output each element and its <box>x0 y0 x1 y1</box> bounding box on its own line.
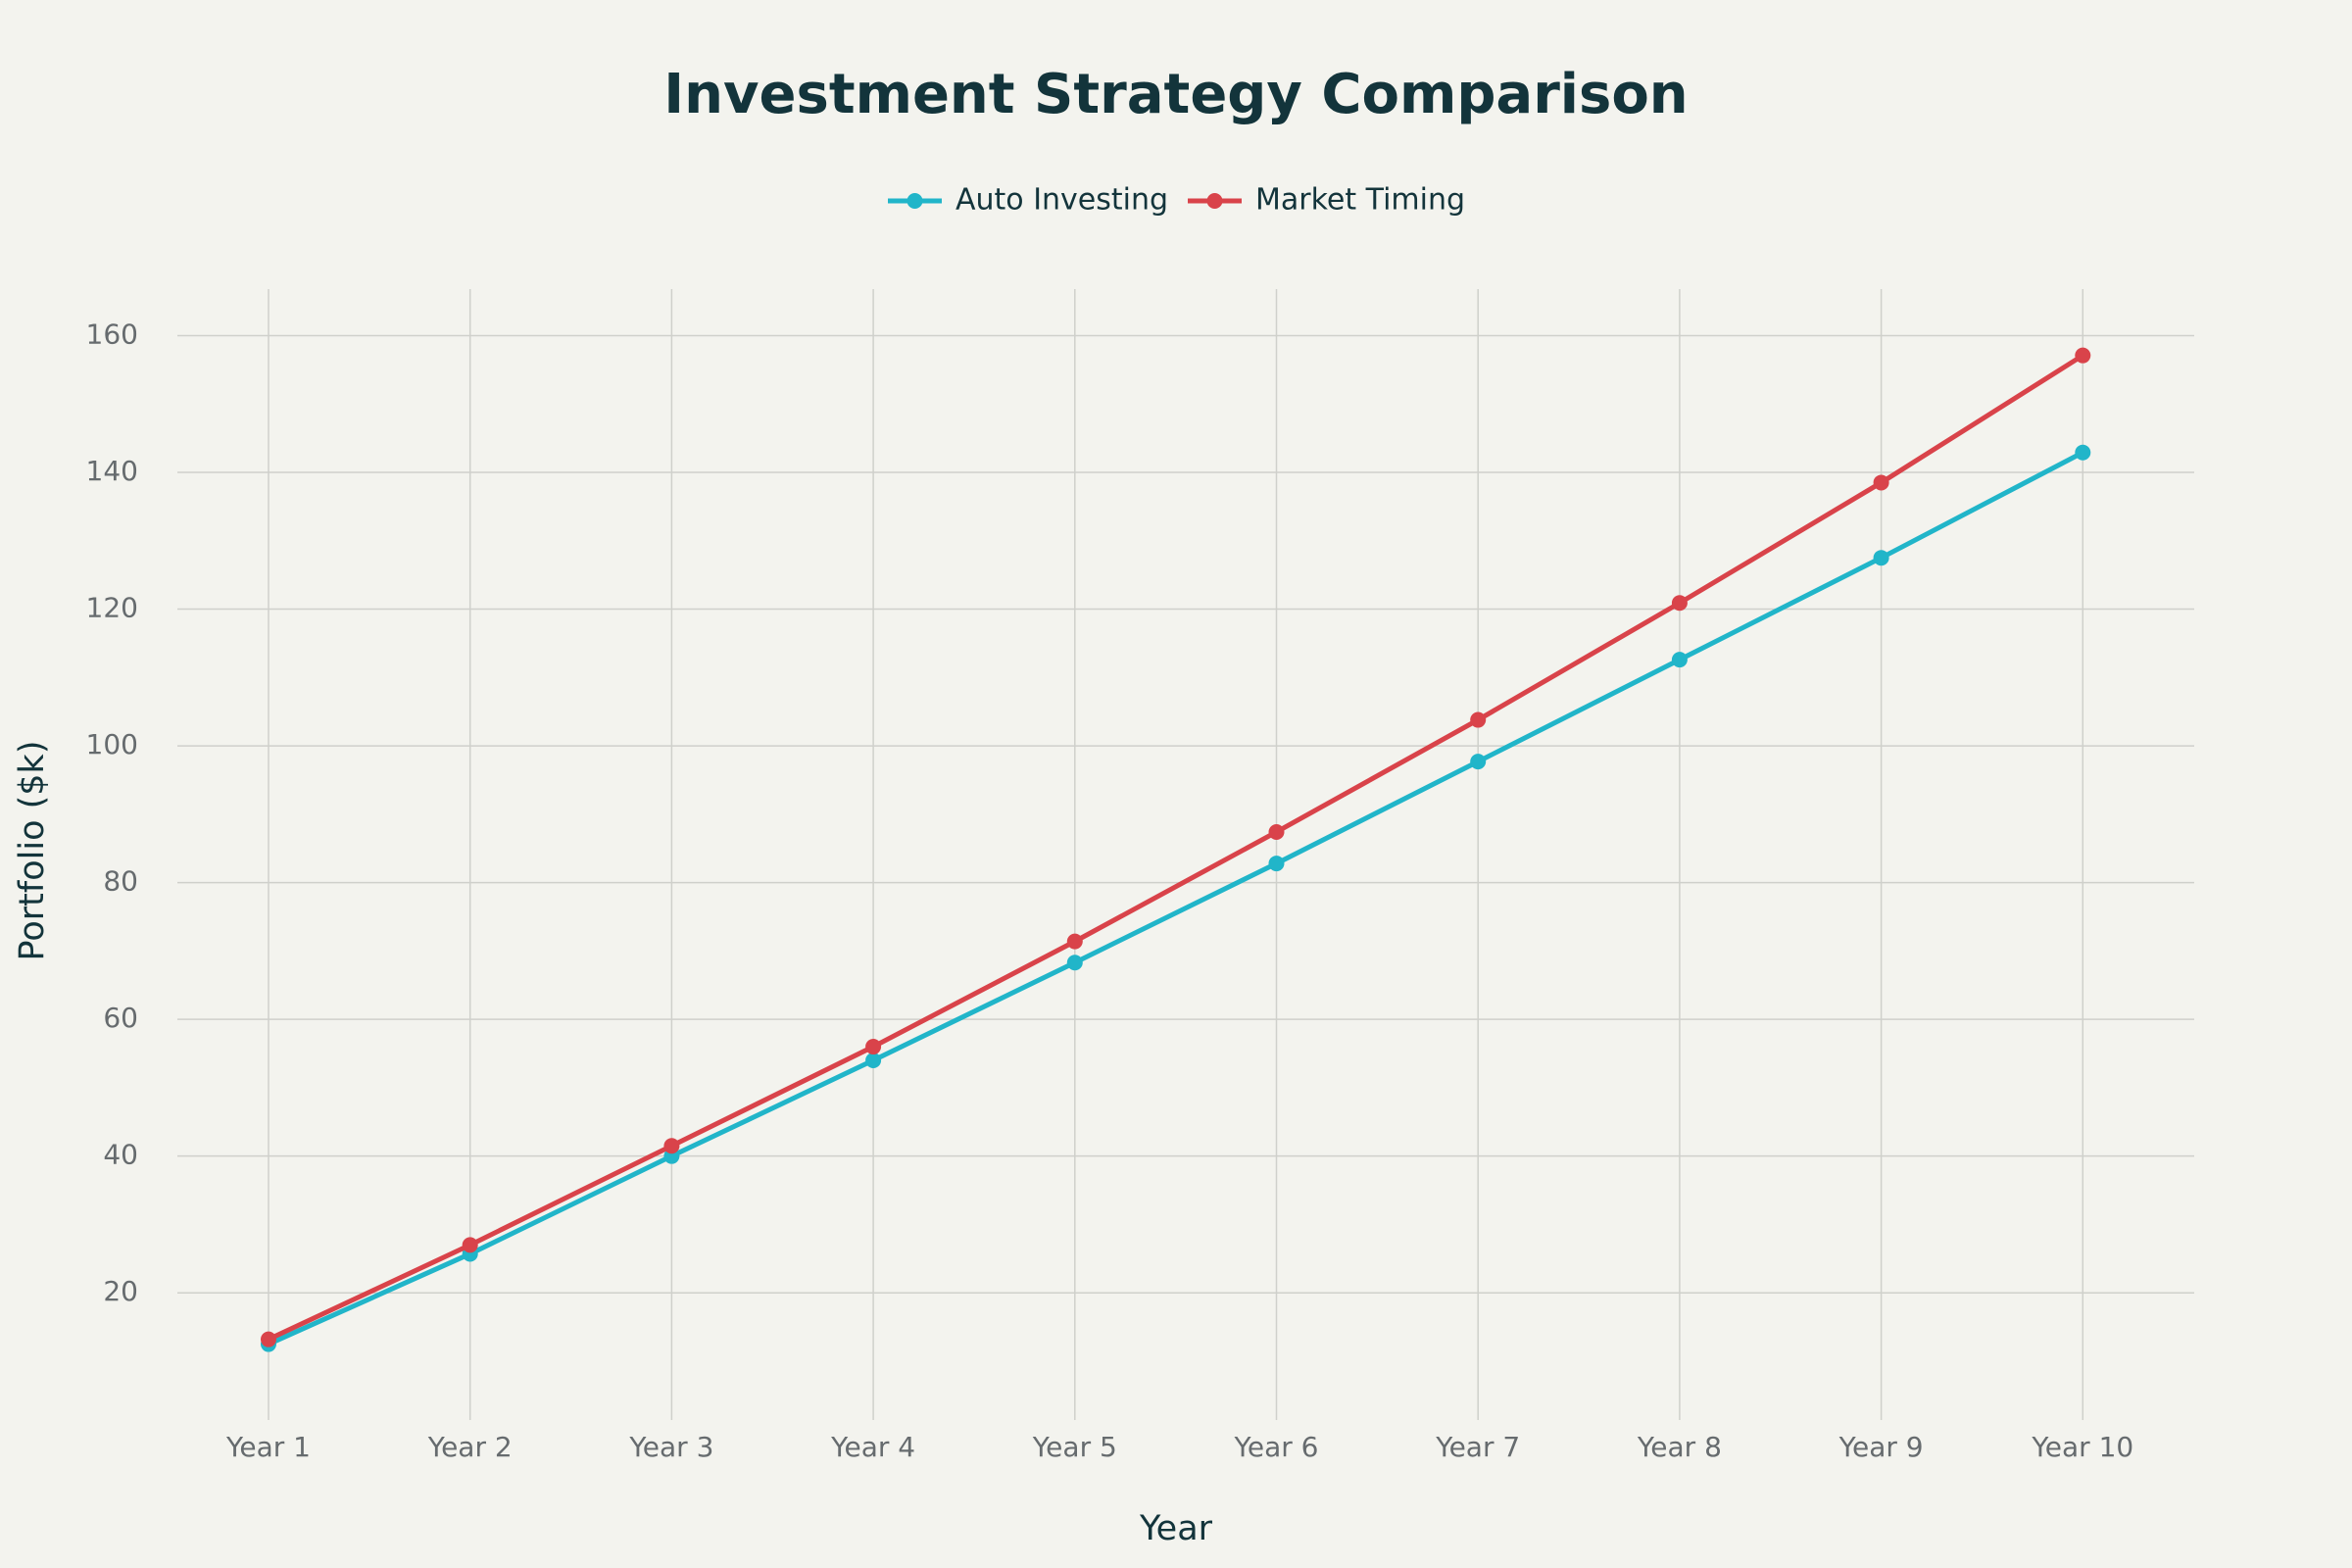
data-point <box>1066 933 1083 950</box>
data-point <box>1671 652 1688 668</box>
data-point <box>1873 474 1889 491</box>
y-tick-label: 140 <box>86 455 138 487</box>
y-tick-label: 160 <box>86 318 138 350</box>
y-tick-label: 60 <box>103 1002 138 1034</box>
x-tick-label: Year 5 <box>1032 1431 1117 1463</box>
data-point <box>865 1039 882 1055</box>
data-point <box>1268 823 1285 840</box>
data-point <box>1873 550 1889 566</box>
legend-marker <box>1206 193 1223 209</box>
series-line <box>267 353 2084 1342</box>
x-tick-label: Year 4 <box>830 1431 915 1463</box>
data-point <box>865 1053 882 1069</box>
data-point <box>1470 754 1487 770</box>
y-tick-label: 20 <box>103 1275 138 1307</box>
legend-label: Auto Investing <box>956 183 1168 218</box>
data-point <box>2075 444 2091 461</box>
data-point <box>1470 711 1487 728</box>
data-point <box>1671 595 1688 612</box>
y-axis-title: Portfolio ($k) <box>13 741 52 961</box>
x-tick-label: Year 9 <box>1838 1431 1924 1463</box>
y-tick-label: 100 <box>86 728 138 760</box>
series-line <box>267 450 2084 1347</box>
data-point <box>261 1331 276 1348</box>
x-tick-label: Year 1 <box>225 1431 311 1463</box>
legend-marker <box>906 193 923 209</box>
x-tick-label: Year 8 <box>1637 1431 1722 1463</box>
legend-label: Market Timing <box>1255 183 1465 218</box>
y-tick-label: 80 <box>103 865 138 898</box>
data-point <box>462 1237 478 1253</box>
y-tick-label: 120 <box>86 592 138 624</box>
data-point <box>663 1138 680 1154</box>
y-tick-label: 40 <box>103 1139 138 1171</box>
x-tick-label: Year 7 <box>1435 1431 1520 1463</box>
data-point <box>2075 347 2091 364</box>
data-point <box>1066 955 1083 971</box>
x-tick-label: Year 10 <box>2031 1431 2133 1463</box>
x-tick-label: Year 2 <box>427 1431 513 1463</box>
x-tick-label: Year 3 <box>628 1431 713 1463</box>
x-axis-title: Year <box>1139 1509 1213 1548</box>
data-point <box>1268 856 1285 872</box>
chart-title: Investment Strategy Comparison <box>663 63 1688 126</box>
x-tick-label: Year 6 <box>1234 1431 1319 1463</box>
